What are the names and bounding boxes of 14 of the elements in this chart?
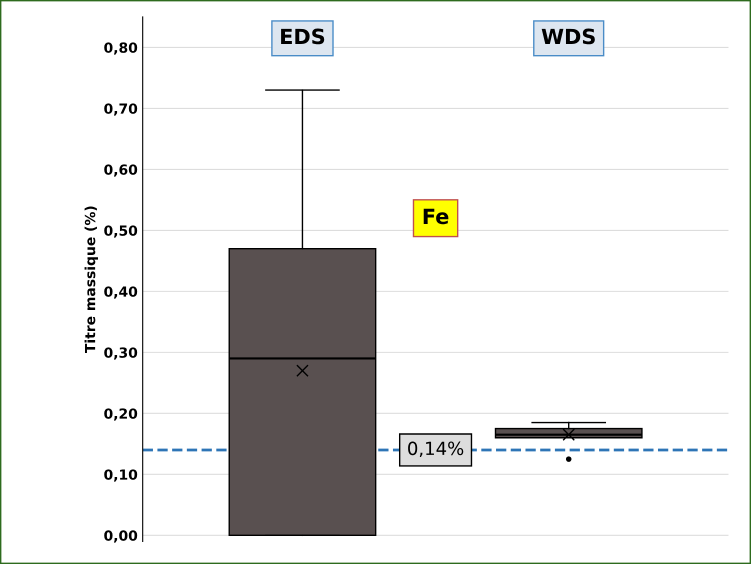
y-tick-label: 0,20	[104, 408, 138, 421]
y-tick-label: 0,60	[104, 164, 138, 177]
y-tick-label: 0,10	[104, 469, 138, 482]
y-tick-label: 0,80	[104, 42, 138, 55]
annotation: Fe	[424, 208, 448, 224]
y-tick-label: 0,30	[104, 347, 138, 360]
y-tick-label: 0,50	[104, 225, 138, 238]
x-tick-label: EDS	[281, 28, 324, 44]
ref-line-label: 0,14%	[408, 442, 464, 458]
y-axis-title: Titre massique (%)	[84, 206, 98, 354]
y-tick-label: 0,00	[104, 530, 138, 543]
y-tick-label: 0,70	[104, 103, 138, 116]
y-tick-label: 0,40	[104, 286, 138, 299]
x-tick-label: WDS	[542, 28, 595, 44]
